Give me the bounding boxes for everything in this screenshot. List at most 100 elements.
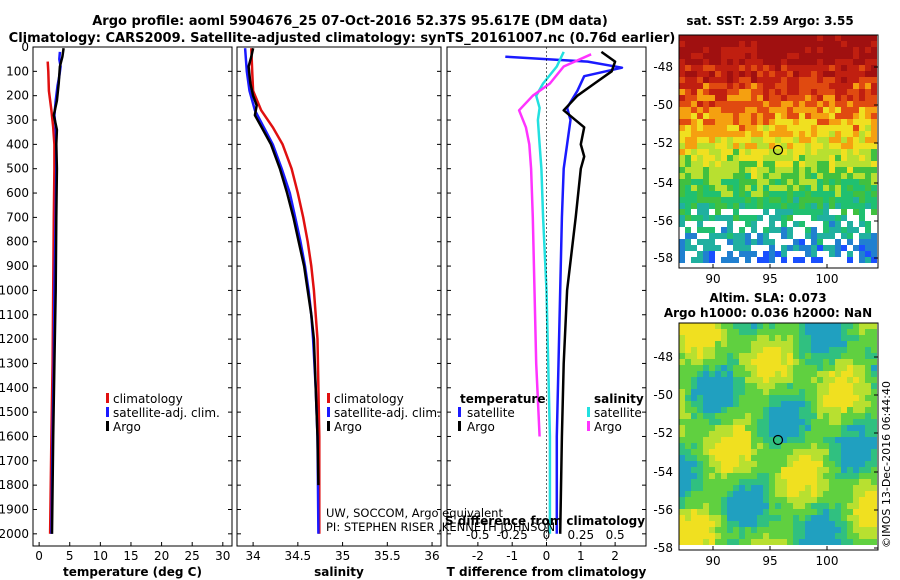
- map-cell: [775, 209, 781, 215]
- map-cell: [745, 473, 751, 479]
- map-cell: [823, 59, 829, 65]
- map-cell: [817, 113, 823, 119]
- map-cell: [847, 341, 853, 347]
- map-cell: [817, 509, 823, 515]
- map-cell: [817, 413, 823, 419]
- map-cell: [703, 539, 709, 545]
- map-cell: [769, 497, 775, 503]
- x-tick-label: 36: [424, 549, 439, 563]
- map-cell: [865, 161, 871, 167]
- map-cell: [799, 353, 805, 359]
- map-cell: [721, 425, 727, 431]
- map-cell: [727, 137, 733, 143]
- map-cell: [829, 137, 835, 143]
- map-cell: [835, 221, 841, 227]
- map-cell: [715, 359, 721, 365]
- map-cell: [679, 479, 685, 485]
- map-cell: [841, 143, 847, 149]
- map-cell: [781, 491, 787, 497]
- map-cell: [751, 59, 757, 65]
- map-cell: [835, 77, 841, 83]
- map-cell: [733, 497, 739, 503]
- map-cell: [817, 353, 823, 359]
- map-cell: [691, 65, 697, 71]
- map-cell: [829, 119, 835, 125]
- map-cell: [841, 443, 847, 449]
- map-cell: [703, 131, 709, 137]
- map-cell: [769, 335, 775, 341]
- map-cell: [757, 35, 763, 41]
- map-cell: [745, 143, 751, 149]
- map-cell: [763, 59, 769, 65]
- map-cell: [709, 191, 715, 197]
- map-cell: [793, 245, 799, 251]
- map-cell: [865, 149, 871, 155]
- map-cell: [685, 233, 691, 239]
- map-cell: [727, 383, 733, 389]
- map-cell: [757, 527, 763, 533]
- map-cell: [739, 419, 745, 425]
- map-cell: [703, 491, 709, 497]
- map-cell: [871, 143, 877, 149]
- map-cell: [805, 485, 811, 491]
- map-cell: [841, 179, 847, 185]
- map-cell: [709, 125, 715, 131]
- map-cell: [691, 353, 697, 359]
- map-cell: [799, 467, 805, 473]
- map-cell: [829, 449, 835, 455]
- map-cell: [763, 107, 769, 113]
- map-cell: [817, 137, 823, 143]
- map-cell: [859, 527, 865, 533]
- map-cell: [853, 185, 859, 191]
- map-cell: [721, 419, 727, 425]
- map-cell: [757, 455, 763, 461]
- map-cell: [745, 377, 751, 383]
- map-cell: [775, 95, 781, 101]
- map-cell: [715, 215, 721, 221]
- map-cell: [739, 323, 745, 329]
- map-cell: [811, 413, 817, 419]
- map-cell: [817, 401, 823, 407]
- map-cell: [751, 203, 757, 209]
- map-x-tick-label: 100: [816, 272, 839, 286]
- map-cell: [727, 335, 733, 341]
- map-cell: [715, 485, 721, 491]
- map-cell: [709, 341, 715, 347]
- map-cell: [733, 137, 739, 143]
- map-cell: [709, 509, 715, 515]
- map-cell: [745, 365, 751, 371]
- map-cell: [781, 143, 787, 149]
- map-cell: [769, 491, 775, 497]
- map-cell: [775, 425, 781, 431]
- map-cell: [865, 455, 871, 461]
- map-cell: [697, 155, 703, 161]
- map-cell: [763, 113, 769, 119]
- map-cell: [715, 437, 721, 443]
- map-cell: [805, 539, 811, 545]
- map-cell: [865, 479, 871, 485]
- map-cell: [817, 335, 823, 341]
- map-cell: [739, 449, 745, 455]
- map-cell: [697, 419, 703, 425]
- map-cell: [763, 425, 769, 431]
- map-cell: [823, 125, 829, 131]
- map-cell: [751, 107, 757, 113]
- map-cell: [871, 233, 877, 239]
- map-cell: [769, 509, 775, 515]
- map-cell: [751, 77, 757, 83]
- map-cell: [847, 227, 853, 233]
- map-cell: [781, 65, 787, 71]
- map-cell: [847, 527, 853, 533]
- map-cell: [805, 335, 811, 341]
- map-cell: [775, 515, 781, 521]
- map-cell: [715, 371, 721, 377]
- map-cell: [811, 83, 817, 89]
- map-cell: [757, 191, 763, 197]
- map-cell: [739, 515, 745, 521]
- map-cell: [841, 77, 847, 83]
- map-y-tick-label: -58: [653, 541, 673, 555]
- map-cell: [781, 251, 787, 257]
- map-cell: [691, 35, 697, 41]
- map-cell: [751, 53, 757, 59]
- map-cell: [745, 119, 751, 125]
